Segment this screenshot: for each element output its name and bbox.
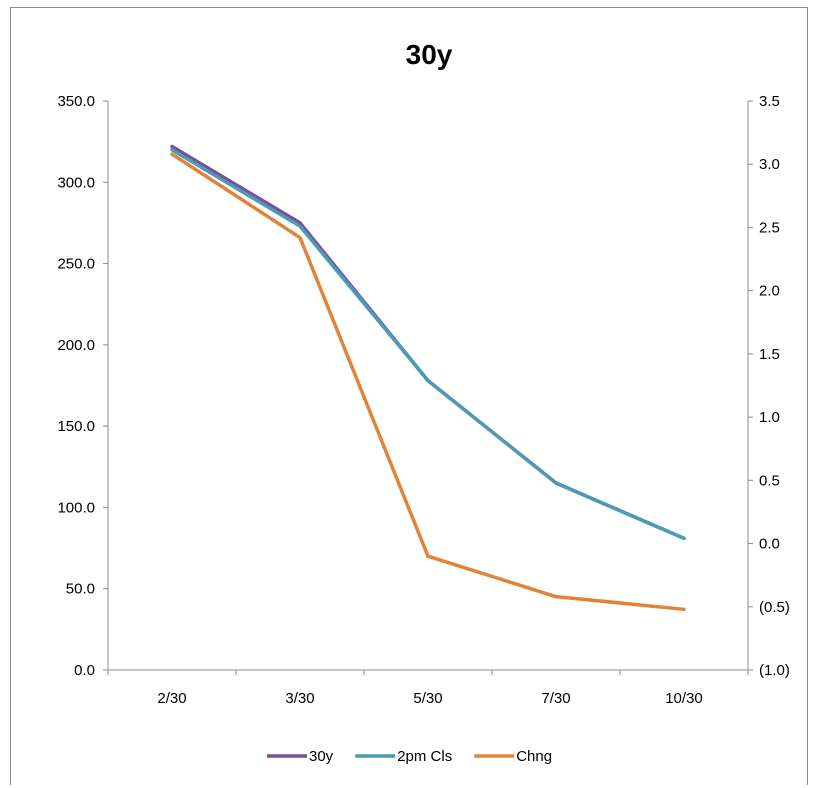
- left-tick-label: 100.0: [57, 499, 95, 516]
- legend-label-30y: 30y: [309, 748, 334, 765]
- legend: 30y 2pm Cls Chng: [267, 748, 552, 765]
- left-tick-label: 50.0: [66, 581, 95, 598]
- right-tick-label: 1.5: [759, 346, 780, 363]
- right-tick-label: 3.5: [759, 93, 780, 110]
- right-tick-label: 2.5: [759, 219, 780, 236]
- right-tick-label: 1.0: [759, 409, 780, 426]
- legend-label-2pm-cls: 2pm Cls: [397, 748, 452, 765]
- chart-frame: 30y 0.0 50.0 100.0 150.0 200.0 250.0 300.0 350.…: [10, 7, 808, 785]
- x-tick-label: 10/30: [665, 690, 703, 707]
- right-tick-label: (1.0): [759, 662, 790, 679]
- right-tick-label: 0.5: [759, 472, 780, 489]
- right-axis-ticks: (1.0) (0.5) 0.0 0.5 1.0 1.5 2.0 2.5 3.0 3.5: [748, 93, 790, 679]
- legend-label-chng: Chng: [516, 748, 552, 765]
- axes: [107, 101, 749, 671]
- right-tick-label: (0.5): [759, 599, 790, 616]
- left-tick-label: 150.0: [57, 418, 95, 435]
- chart-title: 30y: [406, 39, 453, 70]
- x-tick-label: 2/30: [157, 690, 186, 707]
- left-tick-label: 0.0: [74, 662, 95, 679]
- left-tick-label: 300.0: [57, 174, 95, 191]
- x-axis-ticks: 2/30 3/30 5/30 7/30 10/30: [107, 670, 749, 707]
- x-tick-label: 7/30: [541, 690, 570, 707]
- right-tick-label: 2.0: [759, 283, 780, 300]
- right-tick-label: 3.0: [759, 156, 780, 173]
- right-tick-label: 0.0: [759, 536, 780, 553]
- x-tick-label: 5/30: [413, 690, 442, 707]
- left-tick-label: 350.0: [57, 93, 95, 110]
- series-line-chng: [170, 152, 686, 612]
- left-axis-ticks: 0.0 50.0 100.0 150.0 200.0 250.0 300.0 350.0: [57, 93, 108, 679]
- x-tick-label: 3/30: [285, 690, 314, 707]
- line-chart: 30y 0.0 50.0 100.0 150.0 200.0 250.0 300.0 350.…: [57, 39, 790, 765]
- left-tick-label: 250.0: [57, 256, 95, 273]
- series-lines: [170, 144, 686, 612]
- series-line-2pm-cls: [170, 148, 686, 541]
- left-tick-label: 200.0: [57, 337, 95, 354]
